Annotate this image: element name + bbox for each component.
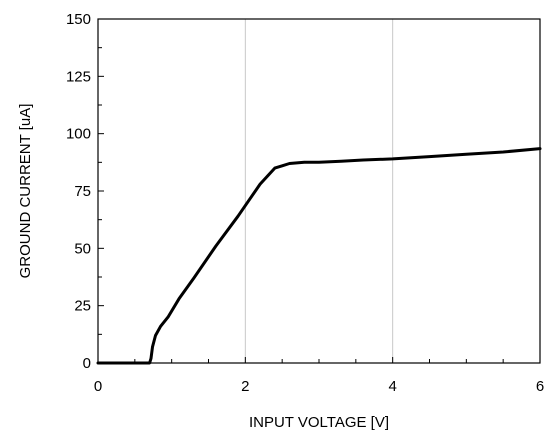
y-tick-label: 0 [83,355,91,372]
series-line [96,147,542,365]
y-tick-label: 100 [66,126,91,143]
y-axis-label: GROUND CURRENT [uA] [17,104,34,279]
x-tick-label: 0 [94,378,102,395]
y-tick-label: 25 [74,298,91,315]
y-axis-tick-labels: 0 25 50 75 100 125 150 [66,11,91,372]
y-tick-label: 75 [74,183,91,200]
series-group [96,147,542,365]
grid-lines [244,19,394,363]
x-tick-label: 4 [388,378,396,395]
minor-ticks [97,18,541,364]
x-tick-label: 6 [536,378,544,395]
x-axis-tick-labels: 0 2 4 6 [94,378,544,395]
y-tick-label: 125 [66,68,91,85]
y-tick-label: 50 [74,240,91,257]
x-tick-label: 2 [241,378,249,395]
y-tick-label: 150 [66,11,91,28]
plot-area-frame [97,18,541,364]
x-axis-label: INPUT VOLTAGE [V] [249,414,389,431]
